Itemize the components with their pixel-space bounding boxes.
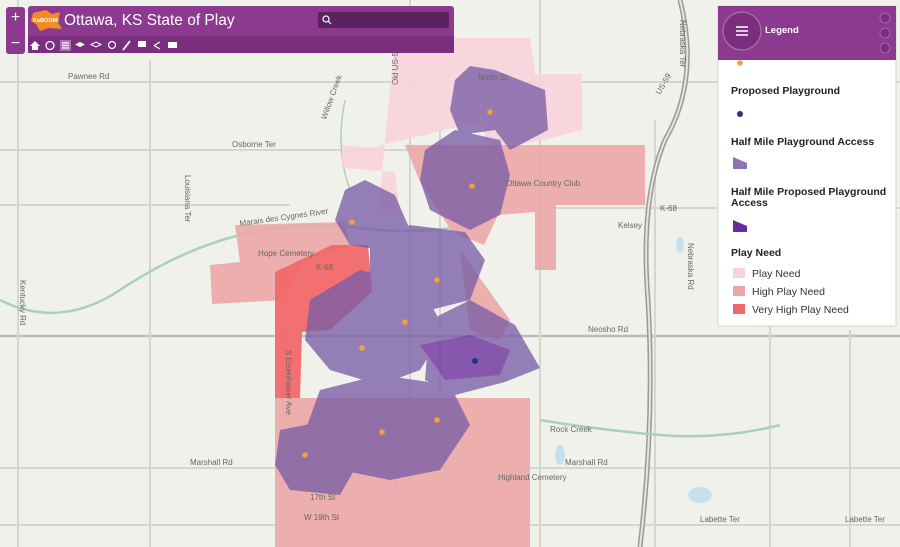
playground bbox=[379, 429, 385, 435]
legend-maximize[interactable] bbox=[879, 27, 891, 39]
legend-class: Play Need bbox=[752, 268, 801, 280]
road-label: Marshall Rd bbox=[565, 458, 608, 467]
road-label: K-68 bbox=[316, 263, 333, 272]
access-area bbox=[275, 420, 360, 495]
road-label: Labette Ter bbox=[845, 515, 885, 524]
playground bbox=[434, 277, 440, 283]
print-button[interactable] bbox=[168, 42, 177, 48]
playground bbox=[359, 345, 365, 351]
legend-class: High Play Need bbox=[752, 286, 825, 298]
road-label: Louisiana Ter bbox=[183, 175, 192, 223]
road-label: K-68 bbox=[660, 204, 677, 213]
road-label: Osborne Ter bbox=[232, 140, 276, 149]
search-icon bbox=[322, 15, 330, 23]
logo: KaBOOM! bbox=[33, 18, 59, 24]
playground bbox=[434, 417, 440, 423]
layers-button[interactable] bbox=[75, 42, 85, 47]
legend-section-title: Play Need bbox=[731, 247, 781, 259]
legend-panel: Legend Proposed Playground Half Mile Pla… bbox=[717, 5, 897, 327]
proposed-access-area bbox=[420, 335, 510, 380]
legend-item: Half Mile Proposed Playground Access bbox=[731, 186, 886, 209]
legend-swatch-proposed bbox=[736, 110, 744, 118]
access-area bbox=[420, 130, 510, 230]
share-button[interactable] bbox=[153, 41, 161, 50]
legend-icon-lines bbox=[736, 26, 748, 36]
road-label: Pawnee Rd bbox=[68, 72, 109, 81]
toolbar bbox=[28, 36, 454, 53]
pond bbox=[555, 445, 565, 465]
legend-swatch-play-need bbox=[733, 268, 745, 278]
place-label: Hope Cemetery bbox=[258, 249, 314, 258]
legend-close[interactable] bbox=[879, 12, 891, 24]
access-layer bbox=[275, 66, 548, 495]
legend-item-line: Access bbox=[731, 197, 768, 209]
legend-item: Proposed Playground bbox=[731, 85, 840, 97]
zoom-panel bbox=[6, 7, 25, 54]
river-label: Rock Creek bbox=[550, 425, 593, 434]
ponds bbox=[555, 237, 712, 503]
place-label: Ottawa Country Club bbox=[506, 179, 581, 188]
pond bbox=[688, 487, 712, 503]
home-button[interactable] bbox=[30, 41, 40, 50]
bookmark-button[interactable] bbox=[107, 40, 117, 50]
draw-button[interactable] bbox=[122, 40, 131, 51]
legend-swatch-proposed-access bbox=[733, 220, 747, 232]
road-label: Old US-59 bbox=[391, 47, 400, 85]
road-label: North St bbox=[478, 73, 508, 82]
tool-icons bbox=[30, 40, 177, 51]
zoom-out[interactable]: − bbox=[11, 35, 20, 52]
road-label: W 19th St bbox=[304, 513, 340, 522]
road-label: S Eisenhower Ave bbox=[284, 350, 293, 415]
pond bbox=[676, 237, 684, 253]
proposed-playground bbox=[472, 358, 478, 364]
playground bbox=[469, 183, 475, 189]
playground bbox=[349, 219, 355, 225]
playgrounds bbox=[302, 109, 493, 458]
search-box[interactable] bbox=[318, 12, 449, 28]
logo-burst bbox=[31, 10, 62, 31]
legend-item: Half Mile Playground Access bbox=[731, 136, 874, 148]
access-area bbox=[450, 66, 548, 150]
locate-button[interactable] bbox=[45, 40, 55, 51]
zoom-control: + − bbox=[6, 7, 25, 54]
legend-swatch-very-high bbox=[733, 304, 745, 314]
place-label: Kelsey bbox=[618, 221, 642, 230]
playground bbox=[302, 452, 308, 458]
road-label: 17th St bbox=[310, 493, 336, 502]
creek bbox=[340, 99, 351, 191]
app-title: Ottawa, KS State of Play bbox=[64, 12, 235, 29]
legend-swatch-playground bbox=[737, 60, 743, 66]
access-area bbox=[305, 270, 445, 385]
road-label: Nebraska Rd bbox=[686, 243, 695, 290]
comment-button[interactable] bbox=[138, 41, 146, 47]
playground bbox=[402, 319, 408, 325]
legend-item-line: Half Mile Proposed Playground bbox=[731, 186, 886, 198]
legend-swatch-access bbox=[733, 157, 747, 169]
road-label: Kentucky Rd bbox=[18, 280, 27, 325]
place-label: Highland Cemetery bbox=[498, 473, 566, 482]
playground bbox=[487, 109, 493, 115]
basemap-button[interactable] bbox=[89, 41, 103, 48]
legend-title: Legend bbox=[765, 25, 799, 36]
road-label: Labette Ter bbox=[700, 515, 740, 524]
road-label: Neosho Rd bbox=[588, 325, 628, 334]
high-play-need-area bbox=[210, 222, 350, 304]
search-icon-handle bbox=[327, 20, 332, 25]
legend-swatch-high bbox=[733, 286, 745, 296]
legend-class: Very High Play Need bbox=[752, 304, 849, 316]
road-label: Nebraska Ter bbox=[678, 20, 687, 68]
legend-minimize[interactable] bbox=[879, 42, 891, 54]
highway-center bbox=[639, 0, 689, 547]
zoom-in[interactable]: + bbox=[11, 9, 20, 26]
legend-button[interactable] bbox=[62, 42, 69, 49]
header: KaBOOM! Ottawa, KS State of Play bbox=[28, 6, 454, 53]
road-label: Marshall Rd bbox=[190, 458, 233, 467]
access-area bbox=[335, 180, 410, 250]
